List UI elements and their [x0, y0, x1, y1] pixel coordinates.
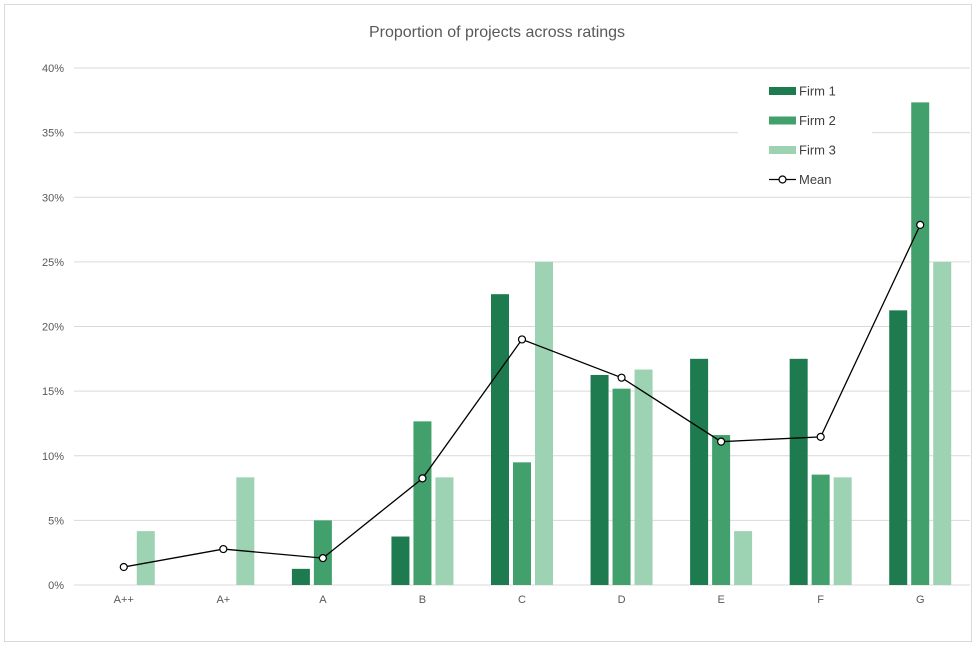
x-tick-label: D: [618, 594, 626, 606]
bar-firm-3: [634, 369, 653, 585]
legend-swatch: [769, 116, 796, 125]
legend-label: Firm 2: [799, 113, 836, 128]
x-tick-label: B: [419, 594, 426, 606]
bar-firm-3: [236, 477, 255, 585]
y-tick-label: 20%: [42, 322, 64, 334]
x-tick-label: G: [916, 594, 925, 606]
x-axis-ticks: A++ A+ A B C D E F G: [114, 594, 925, 606]
bar-firm-3: [734, 531, 753, 585]
y-tick-label: 10%: [42, 451, 64, 463]
y-tick-label: 25%: [42, 257, 64, 269]
bar-firm-3: [535, 261, 553, 585]
y-tick-label: 40%: [42, 63, 64, 75]
bar-firm-1: [291, 568, 310, 585]
bar-firm-1: [789, 358, 808, 585]
bar-firm-2: [811, 474, 830, 585]
legend-swatch: [769, 146, 796, 154]
mean-point: [517, 335, 527, 344]
x-tick-label: A+: [216, 594, 230, 606]
x-tick-label: A++: [114, 594, 134, 606]
bar-firm-2: [712, 435, 731, 585]
mean-point: [916, 220, 925, 230]
legend-marker: [778, 175, 787, 184]
bar-firm-1: [391, 536, 410, 585]
legend-label: Firm 1: [799, 84, 836, 99]
bar-firm-1: [491, 294, 509, 585]
y-tick-label: 5%: [48, 515, 64, 527]
mean-point: [119, 562, 128, 572]
mean-point: [318, 554, 327, 563]
mean-point: [418, 474, 427, 483]
bar-firm-3: [136, 531, 155, 585]
bar-firm-1: [690, 358, 709, 585]
x-tick-label: E: [717, 594, 724, 606]
mean-line: [119, 220, 925, 572]
y-tick-label: 15%: [42, 386, 64, 398]
bar-firm-2: [313, 520, 332, 585]
y-tick-label: 30%: [42, 192, 64, 204]
bar-firm-2: [513, 462, 531, 585]
legend-background: [738, 76, 872, 194]
y-axis-ticks: 0% 5% 10% 15% 20% 25% 30% 35% 40%: [42, 63, 64, 592]
legend: Firm 1 Firm 2 Firm 3 Mean: [738, 76, 872, 194]
bar-firm-3: [833, 477, 852, 585]
x-tick-label: C: [518, 594, 526, 606]
mean-point: [219, 544, 228, 554]
legend-swatch: [769, 87, 796, 95]
legend-label: Mean: [799, 172, 832, 187]
mean-point: [617, 373, 626, 382]
legend-label: Firm 3: [799, 143, 836, 158]
bar-firm-1: [590, 374, 609, 585]
bar-firm-2: [612, 388, 631, 585]
x-tick-label: A: [319, 594, 327, 606]
bar-firm-2: [413, 421, 432, 585]
x-tick-label: F: [817, 594, 824, 606]
bar-firm-3: [435, 477, 454, 585]
mean-point: [717, 437, 726, 446]
bar-firm-1: [889, 310, 908, 585]
bar-firm-2: [911, 102, 930, 586]
y-tick-label: 0%: [48, 580, 64, 592]
y-tick-label: 35%: [42, 128, 64, 140]
bar-firm-3: [933, 261, 952, 585]
bars: [136, 102, 952, 586]
mean-point: [816, 432, 825, 441]
chart-title: Proportion of projects across ratings: [369, 24, 625, 41]
